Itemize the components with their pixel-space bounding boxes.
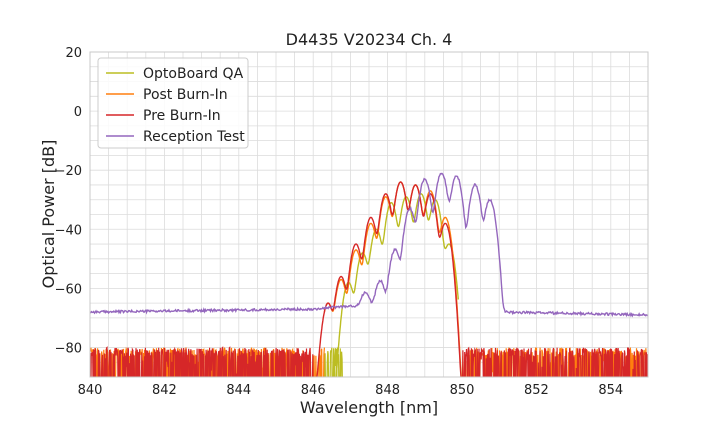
x-tick-label: 854 [598, 383, 623, 398]
y-tick-label: −40 [55, 223, 82, 238]
x-tick-label: 844 [226, 383, 251, 398]
legend: OptoBoard QA Post Burn-In Pre Burn-In Recep… [97, 57, 249, 149]
x-tick-label: 842 [152, 383, 177, 398]
y-tick-label: 0 [74, 105, 82, 120]
y-tick-label: −80 [55, 341, 82, 356]
x-tick-label: 846 [301, 383, 326, 398]
x-tick-label: 848 [375, 383, 400, 398]
x-axis-label: Wavelength [nm] [300, 398, 438, 417]
y-ticks: 20 0 −20 −40 −60 −80 [55, 46, 82, 356]
legend-label: Post Burn-In [143, 87, 228, 103]
y-tick-label: 20 [65, 46, 82, 61]
legend-box [97, 57, 249, 149]
legend-label: Reception Test [143, 129, 245, 145]
legend-label: OptoBoard QA [143, 66, 244, 82]
series-line-pre-burn-in [316, 181, 462, 377]
x-ticks: 840 842 844 846 848 850 852 854 [78, 383, 624, 398]
plot-area [90, 172, 648, 377]
chart-title: D4435 V20234 Ch. 4 [286, 30, 453, 49]
series-line-reception-test [90, 172, 648, 318]
x-tick-label: 850 [450, 383, 475, 398]
y-tick-label: −20 [55, 164, 82, 179]
legend-label: Pre Burn-In [143, 108, 221, 124]
y-tick-label: −60 [55, 282, 82, 297]
plot-frame [89, 51, 649, 378]
x-tick-label: 852 [524, 383, 549, 398]
y-axis-label: Optical Power [dB] [39, 140, 58, 289]
series-line-optoboard-qa [335, 193, 459, 377]
x-tick-label: 840 [78, 383, 103, 398]
